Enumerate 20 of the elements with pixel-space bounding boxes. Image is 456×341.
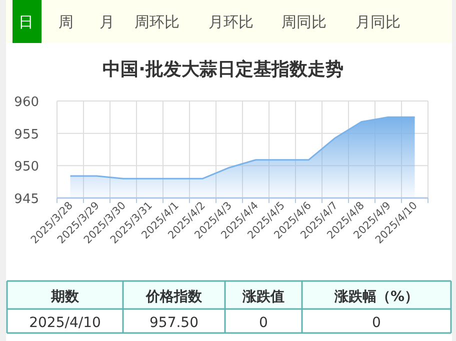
text: 2025/4/10 [29,315,101,331]
chart-title: 中国·批发大蒜日定基指数走势 [102,59,344,80]
y-tick-label: 945 [14,192,39,207]
y-tick-label: 955 [14,127,39,142]
text: 日 [18,13,34,31]
text: 涨跌值 [242,289,284,305]
y-tick-label: 960 [14,95,39,110]
text: 价格指数 [145,289,203,305]
text: 0 [372,315,381,331]
text: 涨跌幅（%） [333,289,419,305]
text: 周环比 [134,13,180,31]
y-tick-label: 950 [14,160,39,175]
text: 周 [58,13,74,31]
text: 期数 [50,289,80,305]
text: 0 [259,315,268,331]
text: 月环比 [208,13,254,31]
text: 周同比 [282,13,326,31]
text: 月 [100,13,114,31]
text: 957.50 [150,315,198,331]
text: 月同比 [356,13,400,31]
